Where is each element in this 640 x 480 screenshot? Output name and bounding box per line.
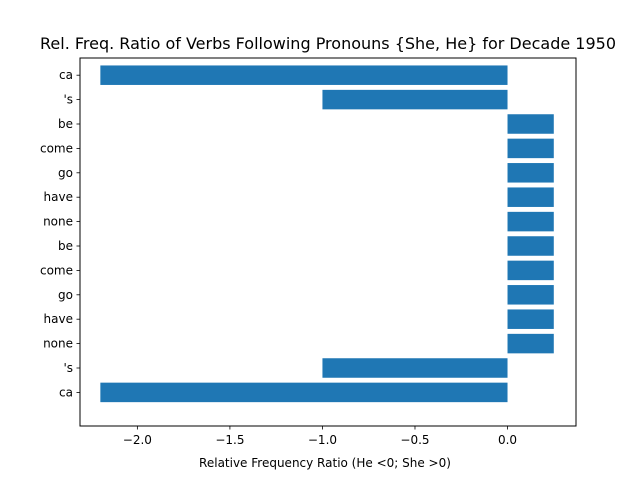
bar-3: [507, 138, 554, 159]
y-tick-label: ca: [59, 68, 73, 82]
bar-6: [507, 211, 554, 232]
bar-13: [100, 382, 508, 403]
x-tick-label: −1.5: [215, 433, 244, 447]
bars-group: [100, 65, 554, 403]
bar-0: [100, 65, 508, 85]
y-tick-label: go: [58, 166, 73, 180]
y-axis-ticks: ca 's be come go have none be come go have none 's ca: [40, 68, 80, 399]
y-tick-label: none: [43, 215, 73, 229]
bar-2: [507, 114, 554, 134]
bar-7: [507, 236, 554, 256]
y-tick-label: none: [43, 337, 73, 351]
bar-10: [507, 309, 554, 329]
bar-11: [507, 333, 554, 354]
y-tick-label: 's: [63, 93, 73, 107]
y-tick-label: have: [44, 190, 73, 204]
x-axis-label: Relative Frequency Ratio (He <0; She >0): [199, 456, 451, 470]
y-tick-label: come: [40, 141, 73, 155]
y-tick-label: 's: [63, 361, 73, 375]
bar-9: [507, 285, 554, 305]
x-axis-ticks: −2.0 −1.5 −1.0 −0.5 0.0: [123, 426, 517, 447]
plot-frame: [79, 57, 577, 427]
bar-1: [322, 89, 508, 110]
y-tick-label: come: [40, 263, 73, 277]
x-tick-label: −2.0: [123, 433, 152, 447]
y-tick-label: have: [44, 312, 73, 326]
y-tick-label: be: [58, 117, 73, 131]
y-tick-label: go: [58, 288, 73, 302]
x-tick-label: −0.5: [400, 433, 429, 447]
bar-5: [507, 187, 554, 207]
x-tick-label: 0.0: [498, 433, 517, 447]
chart-title: Rel. Freq. Ratio of Verbs Following Pron…: [40, 34, 616, 53]
bar-8: [507, 260, 554, 281]
bar-4: [507, 163, 554, 183]
bar-12: [322, 358, 508, 378]
x-tick-label: −1.0: [308, 433, 337, 447]
y-tick-label: ca: [59, 385, 73, 399]
y-tick-label: be: [58, 239, 73, 253]
